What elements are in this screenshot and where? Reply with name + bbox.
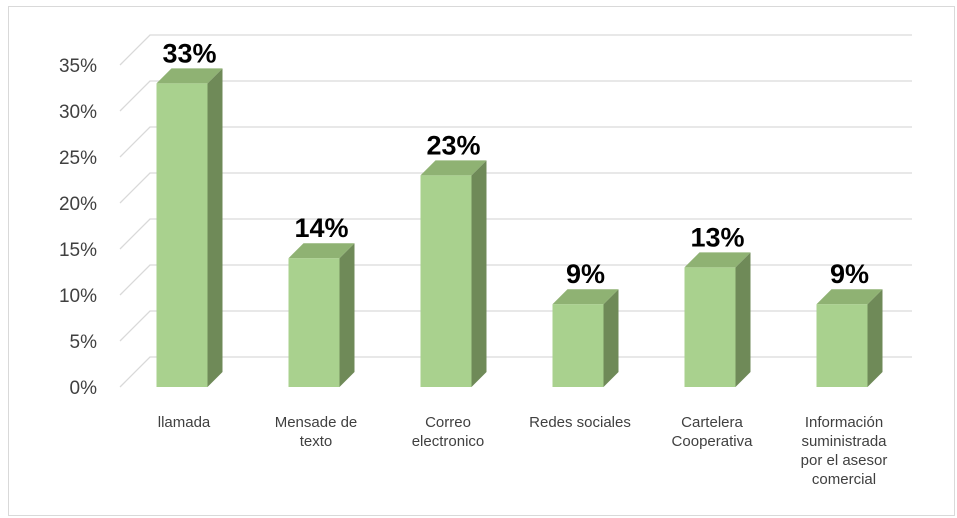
bar-top [156,68,223,84]
bar-side [603,289,619,387]
category-label: llamada [158,414,211,431]
bar-2 [288,243,355,387]
category-label-line: Cartelera [681,414,743,431]
bar-front [156,83,208,388]
category-label: Cartelera Cooperativa [672,414,754,450]
bar-side [867,289,883,387]
bar-side [471,160,487,387]
bar-front [684,267,736,387]
data-label: 9% [566,259,605,289]
y-tick-label: 25% [59,148,97,169]
bar-front [288,258,340,387]
y-tick-label: 20% [59,194,97,215]
y-tick-label: 10% [59,286,97,307]
bar-5 [684,252,751,387]
category-label-line: Correo [425,414,471,431]
gridline [119,356,912,388]
gridlines [119,34,912,388]
data-label: 23% [426,130,480,160]
y-tick-label: 35% [59,56,97,77]
gridline [119,310,912,342]
gridline [119,80,912,112]
category-label-line: por el asesor [801,452,888,469]
bar-side [339,243,355,387]
bars [156,68,883,388]
bar-top [288,243,355,259]
x-axis-categories: llamada Mensade de texto Correo electronico R… [158,414,888,488]
category-label: Información suministrada por el asesor come… [801,414,888,488]
bar-front [420,175,472,387]
data-label: 33% [162,38,216,68]
bar-6 [816,289,883,387]
gridline [119,172,912,204]
bar-top [816,289,883,305]
category-label-line: texto [300,433,333,450]
y-axis-ticks: 0% 5% 10% 15% 20% 25% 30% 35% [59,56,97,399]
y-tick-label: 15% [59,240,97,261]
category-label-line: Mensade de [275,414,358,431]
category-label-line: electronico [412,433,485,450]
bar-side [207,68,223,388]
gridline [119,126,912,158]
category-label: Redes sociales [529,414,631,431]
gridline [119,34,912,66]
category-label: Correo electronico [412,414,485,450]
bar-front [816,304,868,387]
category-label: Mensade de texto [275,414,358,450]
category-label-line: suministrada [801,433,887,450]
data-label: 9% [830,259,869,289]
y-tick-label: 5% [70,332,98,353]
data-label: 14% [294,213,348,243]
bar-top [420,160,487,176]
bar-front [552,304,604,387]
bar-side [735,252,751,387]
category-label-line: Redes sociales [529,414,631,431]
bar-3 [420,160,487,387]
chart-frame: 0% 5% 10% 15% 20% 25% 30% 35% 33% 14% 23% 9% 13% 9% … [8,6,955,516]
bar-1 [156,68,223,388]
bar-chart: 0%5%10%15%20%25%30%35% 33%14%23%9%13%9% … [59,34,912,488]
y-tick-label: 30% [59,102,97,123]
category-label-line: Información [805,414,883,431]
bar-4 [552,289,619,387]
category-label-line: Cooperativa [672,433,754,450]
category-label-line: llamada [158,414,211,431]
gridline [119,264,912,296]
bar-top [684,252,751,268]
y-tick-label: 0% [70,378,98,399]
data-label: 13% [690,222,744,252]
data-labels: 33% 14% 23% 9% 13% 9% [162,38,869,289]
category-label-line: comercial [812,471,876,488]
bar-top [552,289,619,305]
gridline [119,218,912,250]
